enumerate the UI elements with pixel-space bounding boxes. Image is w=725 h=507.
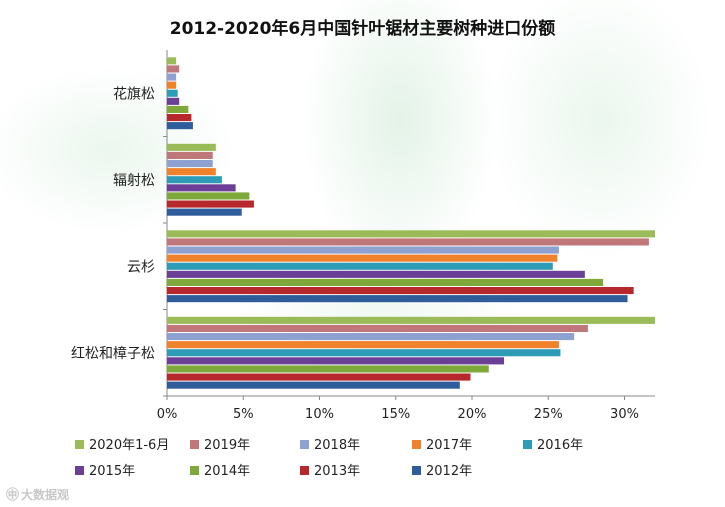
legend-swatch — [75, 466, 84, 475]
bar — [167, 357, 505, 365]
bar — [167, 373, 471, 381]
category-label: 辐射松 — [113, 173, 155, 189]
chart-title: 2012-2020年6月中国针叶锯材主要树种进口份额 — [169, 19, 556, 39]
legend-swatch — [190, 440, 199, 449]
legend-swatch — [300, 466, 309, 475]
legend-swatch — [412, 440, 421, 449]
legend-swatch — [190, 466, 199, 475]
category-label: 红松和樟子松 — [71, 345, 155, 362]
legend-label: 2014年 — [204, 464, 250, 479]
bar — [167, 176, 222, 184]
legend-label: 2013年 — [314, 464, 360, 479]
category-label: 花旗松 — [113, 86, 155, 102]
watermark-logo-icon: ㊥ — [6, 488, 20, 503]
bar — [167, 122, 193, 130]
legend-swatch — [412, 466, 421, 475]
x-tick-label: 25% — [534, 407, 563, 422]
bar — [167, 200, 254, 208]
legend-swatch — [300, 440, 309, 449]
legend-label: 2018年 — [314, 438, 360, 453]
legend-label: 2012年 — [426, 464, 472, 479]
bar — [167, 160, 213, 168]
bar — [167, 246, 559, 254]
legend-label: 2017年 — [426, 438, 472, 453]
x-tick-label: 10% — [305, 407, 334, 422]
legend-label: 2015年 — [89, 464, 135, 479]
legend-label: 2019年 — [204, 438, 250, 453]
bar — [167, 316, 655, 324]
bar — [167, 324, 588, 332]
watermark: ㊥大数据观 — [6, 484, 69, 503]
bar — [167, 341, 559, 349]
bar — [167, 262, 553, 270]
bar — [167, 65, 180, 73]
bar — [167, 89, 178, 97]
bar — [167, 333, 575, 341]
bar — [167, 143, 216, 151]
bar — [167, 295, 628, 303]
x-tick-label: 5% — [233, 407, 254, 422]
watermark-text: 大数据观 — [21, 488, 70, 502]
bar — [167, 184, 236, 192]
legend-swatch — [523, 440, 532, 449]
x-tick-label: 20% — [458, 407, 487, 422]
bar — [167, 278, 604, 286]
bar — [167, 254, 558, 262]
bar — [167, 208, 242, 216]
bar — [167, 365, 489, 373]
x-tick-label: 15% — [381, 407, 410, 422]
bar — [167, 81, 177, 89]
x-tick-label: 30% — [610, 407, 639, 422]
bar — [167, 105, 189, 113]
legend-label: 2016年 — [537, 438, 583, 453]
bar — [167, 168, 216, 176]
bar — [167, 73, 177, 81]
bar — [167, 97, 180, 105]
bar — [167, 287, 634, 295]
bar — [167, 270, 585, 278]
bar — [167, 349, 561, 357]
category-label: 云杉 — [127, 259, 155, 275]
legend-swatch — [75, 440, 84, 449]
bar — [167, 192, 250, 200]
bar — [167, 230, 655, 238]
bar — [167, 151, 213, 159]
x-tick-label: 0% — [157, 407, 178, 422]
bar — [167, 238, 649, 246]
bar — [167, 381, 460, 389]
legend-label: 2020年1-6月 — [89, 438, 169, 453]
bar — [167, 57, 177, 65]
bar — [167, 114, 192, 122]
